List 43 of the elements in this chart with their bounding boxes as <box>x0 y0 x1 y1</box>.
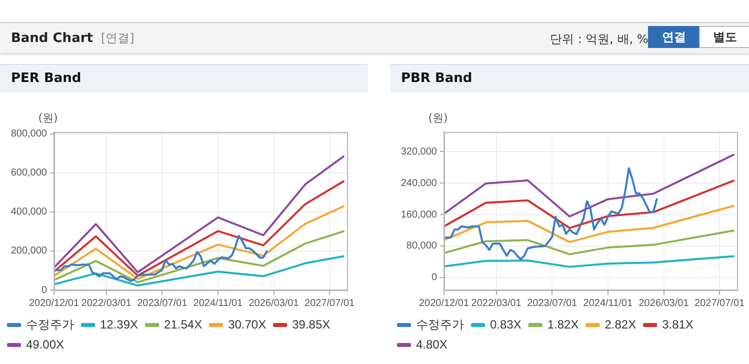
y-tick-label: 600,000 <box>10 168 48 179</box>
legend-label: 49.00X <box>26 337 64 352</box>
x-tick-label: 2024/11/01 <box>583 298 634 309</box>
legend-label: 1.82X <box>547 317 579 332</box>
legend-label: 30.70X <box>228 317 266 332</box>
legend-label: 12.39X <box>100 317 138 332</box>
y-tick-label: 160,000 <box>400 209 438 220</box>
y-tick-label: 200,000 <box>10 246 48 257</box>
text: [연결] <box>100 31 134 45</box>
legend-label: 39.85X <box>292 317 330 332</box>
y-tick-label: 0 <box>431 272 438 284</box>
y-tick-label: 80,000 <box>406 240 438 252</box>
x-tick-label: 2023/07/01 <box>527 298 578 309</box>
y-tick-label: 240,000 <box>400 178 438 189</box>
x-tick-label: 2022/03/01 <box>471 298 522 309</box>
legend-label: 4.80X <box>416 337 448 352</box>
x-tick-label: 2027/07/01 <box>304 298 356 309</box>
legend-label: 수정주가 <box>416 317 464 332</box>
y-tick-label: 0 <box>41 284 48 296</box>
text: 별도 <box>699 26 749 48</box>
y-axis-title: (원) <box>428 111 448 124</box>
y-tick-label: 320,000 <box>400 146 438 158</box>
x-tick-label: 2027/07/01 <box>694 298 746 309</box>
y-tick-label: 800,000 <box>10 128 48 140</box>
legend-label: 3.81X <box>662 317 694 332</box>
legend-label: 21.54X <box>164 317 202 332</box>
text: 연결 <box>648 26 700 48</box>
legend-label: 수정주가 <box>26 317 74 332</box>
x-tick-label: 2023/07/01 <box>137 298 188 309</box>
y-axis-title: (원) <box>38 111 58 124</box>
x-tick-label: 2026/03/01 <box>248 298 300 309</box>
x-tick-label: 2026/03/01 <box>638 298 690 309</box>
legend-label: 2.82X <box>604 317 636 332</box>
x-tick-label: 2020/12/01 <box>418 298 470 309</box>
x-tick-label: 2022/03/01 <box>81 298 132 309</box>
y-tick-label: 400,000 <box>10 206 48 218</box>
text: Band Chart <box>11 31 93 46</box>
x-tick-label: 2020/12/01 <box>28 298 80 309</box>
legend-label: 0.83X <box>490 317 522 332</box>
chart-title: PER Band <box>0 64 368 93</box>
chart-title: PBR Band <box>390 64 749 93</box>
text: 단위 : 억원, 배, % <box>550 31 648 48</box>
x-tick-label: 2024/11/01 <box>193 298 244 309</box>
